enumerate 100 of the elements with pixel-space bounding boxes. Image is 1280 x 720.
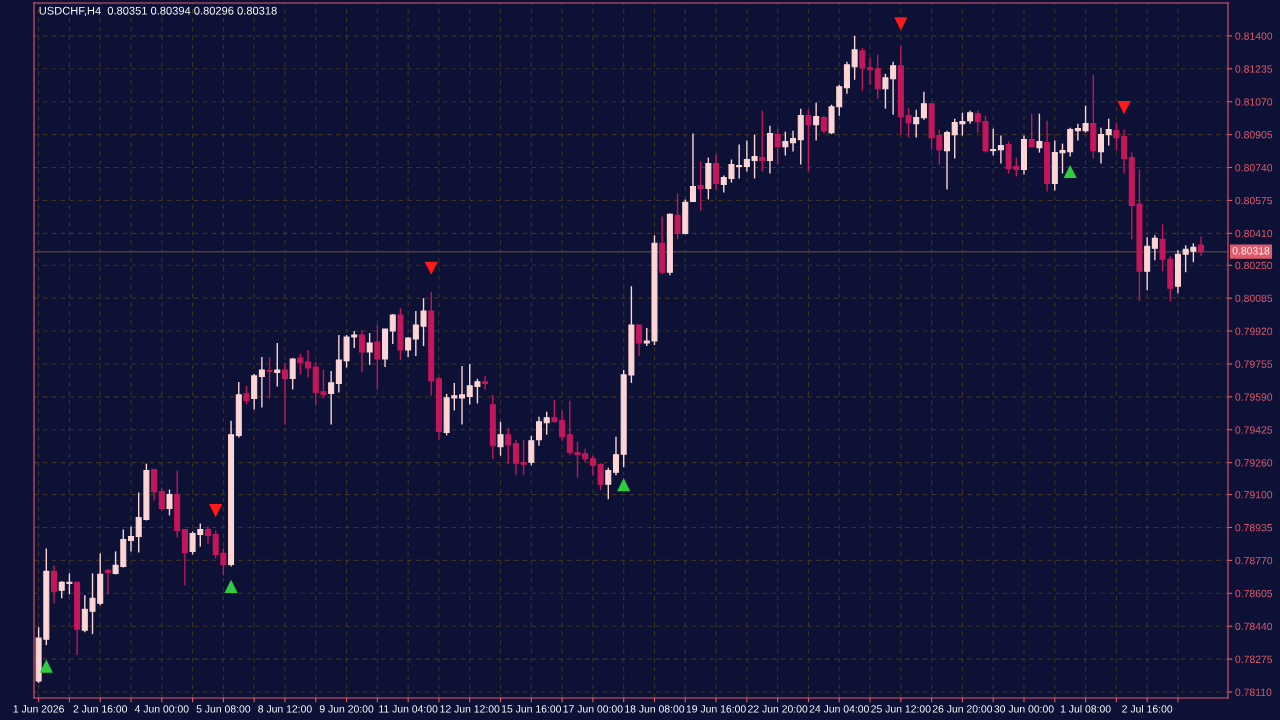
candlestick [50, 564, 58, 604]
candlestick [251, 373, 258, 411]
x-tick-label: 12 Jun 12:00 [440, 705, 500, 713]
candlestick [859, 47, 866, 92]
candlestick [913, 108, 920, 139]
candlestick [612, 436, 620, 476]
candlestick [843, 61, 850, 95]
y-tick-label: 0.79755 [1235, 360, 1273, 368]
candlestick [697, 160, 704, 212]
candlestick [266, 356, 273, 400]
x-tick-label: 17 Jun 00:00 [563, 705, 623, 713]
x-tick-label: 24 Jun 04:00 [809, 705, 869, 713]
candlestick [127, 525, 135, 553]
candlestick [366, 332, 373, 366]
y-tick-label: 0.79425 [1235, 426, 1273, 434]
candlestick [358, 329, 365, 373]
x-tick-label: 11 Jun 04:00 [379, 705, 438, 713]
candlestick [243, 385, 250, 406]
candlestick [497, 421, 504, 457]
x-tick-label: 26 Jun 20:00 [932, 705, 993, 713]
y-tick-label: 0.78770 [1235, 556, 1273, 565]
candlestick [997, 134, 1004, 165]
candlestick [305, 349, 312, 379]
candlestick [258, 356, 265, 409]
point [617, 478, 631, 492]
point [224, 579, 238, 593]
candlestick [1028, 112, 1035, 149]
candlestick [774, 127, 781, 166]
candlestick [505, 427, 512, 465]
y-tick-label: 0.78110 [1235, 688, 1272, 696]
x-tick-label: 1 Jun 2026 [13, 705, 64, 713]
y-tick-label: 0.78275 [1235, 655, 1273, 663]
candlestick [151, 468, 158, 502]
y-tick-label: 0.80575 [1235, 196, 1273, 205]
candlestick [990, 127, 997, 157]
candlestick [405, 336, 412, 358]
y-tick-label: 0.79260 [1235, 459, 1273, 467]
candlestick [797, 108, 804, 166]
x-tick-label: 18 Jun 08:00 [625, 705, 685, 713]
point [1063, 164, 1077, 179]
candlestick [482, 375, 489, 391]
candlestick [713, 153, 720, 191]
y-tick-label: 0.79100 [1235, 491, 1273, 499]
candlestick [790, 129, 797, 153]
candlestick [104, 568, 111, 595]
ref-line-label: 0.80318 [1232, 247, 1270, 255]
candlestick [851, 35, 858, 81]
x-tick-label: 2 Jun 16:00 [73, 705, 128, 713]
y-tick-label: 0.79920 [1235, 327, 1273, 335]
candlestick [920, 91, 927, 121]
candlestick [166, 488, 173, 517]
y-tick-label: 0.78605 [1235, 589, 1273, 598]
x-tick-label: 15 Jun 16:00 [501, 705, 562, 713]
x-tick-label: 25 Jun 12:00 [871, 705, 931, 713]
candlestick [535, 416, 543, 447]
candlestick [1198, 235, 1205, 257]
candlestick [605, 466, 612, 500]
candlestick [943, 129, 951, 191]
candlestick [805, 108, 812, 173]
candlestick [674, 192, 681, 241]
x-tick-label: 5 Jun 08:00 [196, 705, 251, 713]
candlestick [181, 528, 188, 587]
candlestick [297, 353, 304, 376]
x-tick-label: 30 Jun 00:00 [994, 705, 1054, 713]
candlestick [1113, 121, 1120, 152]
candlestick [874, 54, 881, 100]
candlestick [328, 370, 335, 426]
candlestick [289, 357, 296, 391]
y-tick-label: 0.80250 [1235, 261, 1273, 270]
chart-title: USDCHF,H4 0.80351 0.80394 0.80296 0.80318 [39, 6, 277, 16]
candlestick [636, 324, 643, 357]
y-tick-label: 0.78935 [1235, 523, 1273, 532]
candlestick [528, 435, 535, 466]
x-tick-label: 1 Jul 08:00 [1060, 704, 1111, 713]
x-tick-label: 4 Jun 00:00 [134, 705, 189, 713]
point [894, 17, 908, 31]
candlestick [389, 313, 396, 345]
y-tick-label: 0.81070 [1235, 98, 1273, 106]
candlestick [689, 132, 696, 203]
candlestick [813, 102, 820, 142]
y-tick-label: 0.80740 [1235, 164, 1273, 172]
y-tick-label: 0.80905 [1235, 131, 1273, 139]
candlestick [274, 342, 281, 388]
candlestick [1097, 126, 1104, 165]
candlestick [1121, 128, 1128, 175]
candlestick [158, 486, 165, 512]
point [424, 261, 438, 275]
x-tick-label: 22 Jun 20:00 [748, 705, 808, 713]
y-tick-label: 0.80085 [1235, 294, 1273, 303]
candlestick [1151, 234, 1158, 261]
x-tick-label: 8 Jun 12:00 [258, 705, 312, 713]
candlestick [759, 109, 766, 173]
candlestick [281, 362, 288, 426]
candlestick [459, 365, 466, 426]
point [1117, 101, 1131, 115]
y-tick-label: 0.79590 [1235, 393, 1273, 401]
y-tick-label: 0.78440 [1235, 622, 1273, 631]
point [209, 503, 223, 518]
x-tick-label: 19 Jun 16:00 [686, 705, 746, 713]
candlestick [782, 130, 789, 157]
